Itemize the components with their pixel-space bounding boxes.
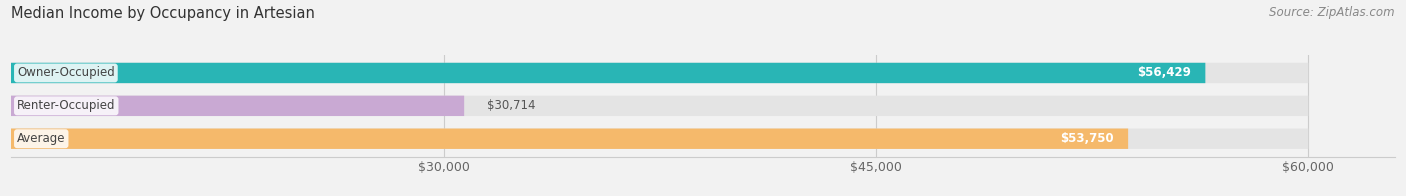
Text: $53,750: $53,750 xyxy=(1060,132,1114,145)
FancyBboxPatch shape xyxy=(0,96,1308,116)
FancyBboxPatch shape xyxy=(0,129,1308,149)
Text: $56,429: $56,429 xyxy=(1137,66,1191,79)
Text: Renter-Occupied: Renter-Occupied xyxy=(17,99,115,112)
FancyBboxPatch shape xyxy=(0,63,1308,83)
Text: $30,714: $30,714 xyxy=(488,99,536,112)
FancyBboxPatch shape xyxy=(0,96,464,116)
FancyBboxPatch shape xyxy=(0,63,1205,83)
Text: Source: ZipAtlas.com: Source: ZipAtlas.com xyxy=(1270,6,1395,19)
Text: Median Income by Occupancy in Artesian: Median Income by Occupancy in Artesian xyxy=(11,6,315,21)
Text: Owner-Occupied: Owner-Occupied xyxy=(17,66,115,79)
Text: Average: Average xyxy=(17,132,66,145)
FancyBboxPatch shape xyxy=(0,129,1128,149)
